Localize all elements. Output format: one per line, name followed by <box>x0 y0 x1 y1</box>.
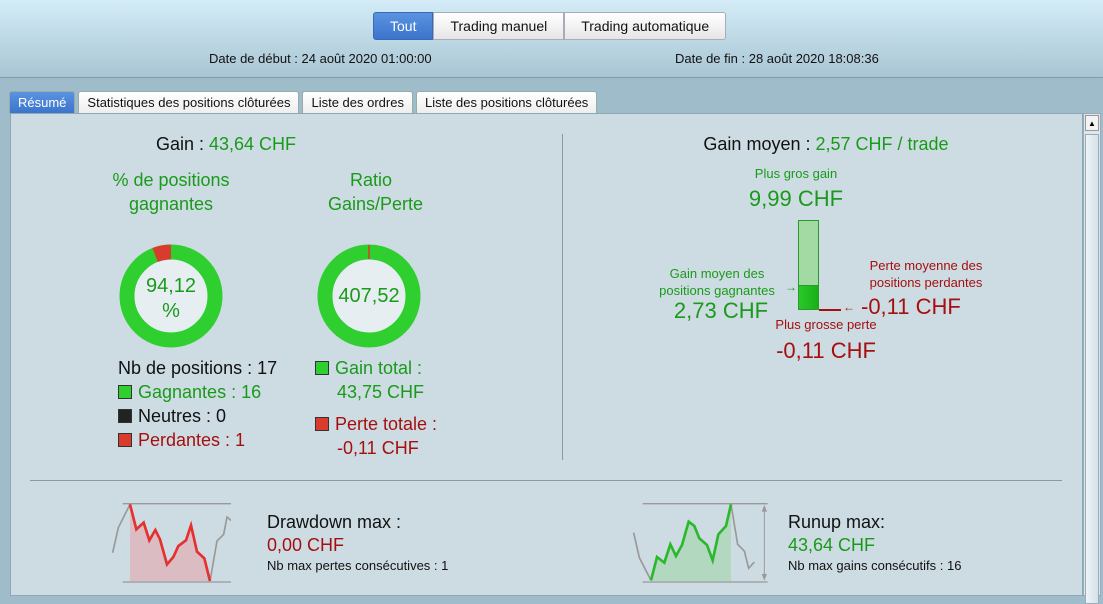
runup-label: Runup max: <box>788 512 886 532</box>
avg-gain-label: Gain moyen : <box>703 134 811 154</box>
avg-gain-bar <box>798 220 819 310</box>
loss-total-label: Perte totale : <box>335 414 438 434</box>
filter-all-button[interactable]: Tout <box>373 12 434 40</box>
avg-loss-label: Perte moyenne des positions perdantes <box>869 258 983 290</box>
max-gain-label: Plus gros gain <box>754 166 838 181</box>
avg-gain-heading: Gain moyen : 2,57 CHF / trade <box>571 134 1081 155</box>
start-date: Date de début : 24 août 2020 01:00:00 <box>209 51 432 66</box>
avg-loss-arrow-icon: ← <box>843 300 855 314</box>
runup-value: 43,64 CHF <box>788 535 876 555</box>
win-pct-donut <box>119 244 223 348</box>
loss-total-value: -0,11 CHF <box>337 438 419 458</box>
ratio-donut <box>317 244 421 348</box>
runup-chart-icon <box>632 503 768 583</box>
win-swatch <box>118 385 132 399</box>
column-divider <box>562 134 563 460</box>
max-loss-value: -0,11 CHF <box>776 338 876 363</box>
gain-total-value: 43,75 CHF <box>337 382 425 402</box>
runup-max-gains: Nb max gains consécutifs : 16 <box>788 558 962 573</box>
summary-panel: Gain : 43,64 CHF % de positions gagnante… <box>10 113 1083 596</box>
win-pct-value: 94,12 % <box>145 275 197 322</box>
filter-manual-button[interactable]: Trading manuel <box>433 12 565 40</box>
positions-legend: Nb de positions : 17 Gagnantes : 16 Neut… <box>118 356 277 452</box>
drawdown-value: 0,00 CHF <box>267 535 345 555</box>
ratio-value: 407,52 <box>338 285 400 307</box>
gain-value: 43,64 CHF <box>209 134 297 154</box>
max-gain-value: 9,99 CHF <box>748 186 844 211</box>
ratio-title: Ratio Gains/Perte <box>328 170 424 214</box>
avg-loss-bar <box>819 309 841 311</box>
filter-segmented-control: Tout Trading manuel Trading automatique <box>373 12 727 40</box>
scrollbar-thumb[interactable] <box>1085 134 1099 604</box>
win-pct-title: % de positions gagnantes <box>112 170 230 214</box>
drawdown-max-losses: Nb max pertes consécutives : 1 <box>267 558 449 573</box>
avg-loss-value: -0,11 CHF <box>861 294 961 319</box>
drawdown-chart-icon <box>111 503 231 583</box>
avg-win-label: Gain moyen des positions gagnantes <box>659 266 775 298</box>
positions-losers: Perdantes : 1 <box>138 430 246 450</box>
gain-total-swatch <box>315 361 329 375</box>
header: Tout Trading manuel Trading automatique … <box>0 0 1103 78</box>
loss-swatch <box>118 433 132 447</box>
avg-win-arrow-icon: → <box>785 280 797 294</box>
section-divider <box>30 480 1062 481</box>
positions-winners: Gagnantes : 16 <box>138 382 262 402</box>
totals-legend: Gain total : 43,75 CHF Perte totale : -0… <box>315 356 437 460</box>
scroll-up-icon[interactable]: ▲ <box>1085 115 1099 131</box>
gain-total-label: Gain total : <box>335 358 423 378</box>
gain-heading: Gain : 43,64 CHF <box>11 134 441 155</box>
end-date: Date de fin : 28 août 2020 18:08:36 <box>675 51 879 66</box>
avg-win-value: 2,73 CHF <box>673 298 769 323</box>
max-loss-label: Plus grosse perte <box>775 317 877 332</box>
tab-summary[interactable]: Résumé <box>9 91 76 113</box>
donut-loss-segment <box>152 244 172 263</box>
filter-auto-button[interactable]: Trading automatique <box>564 12 727 40</box>
gain-label: Gain : <box>155 134 204 154</box>
tab-orders[interactable]: Liste des ordres <box>302 91 413 113</box>
positions-total: Nb de positions : 17 <box>118 358 278 378</box>
neutral-swatch <box>118 409 132 423</box>
tab-closed-stats[interactable]: Statistiques des positions clôturées <box>78 91 300 113</box>
vertical-scrollbar[interactable]: ▲ <box>1083 113 1101 604</box>
tab-closed-positions[interactable]: Liste des positions clôturées <box>415 91 598 113</box>
positions-neutral: Neutres : 0 <box>138 406 227 426</box>
drawdown-label: Drawdown max : <box>267 512 402 532</box>
tab-bar: Résumé Statistiques des positions clôtur… <box>9 91 598 113</box>
loss-total-swatch <box>315 417 329 431</box>
avg-gain-value: 2,57 CHF / trade <box>815 134 949 154</box>
